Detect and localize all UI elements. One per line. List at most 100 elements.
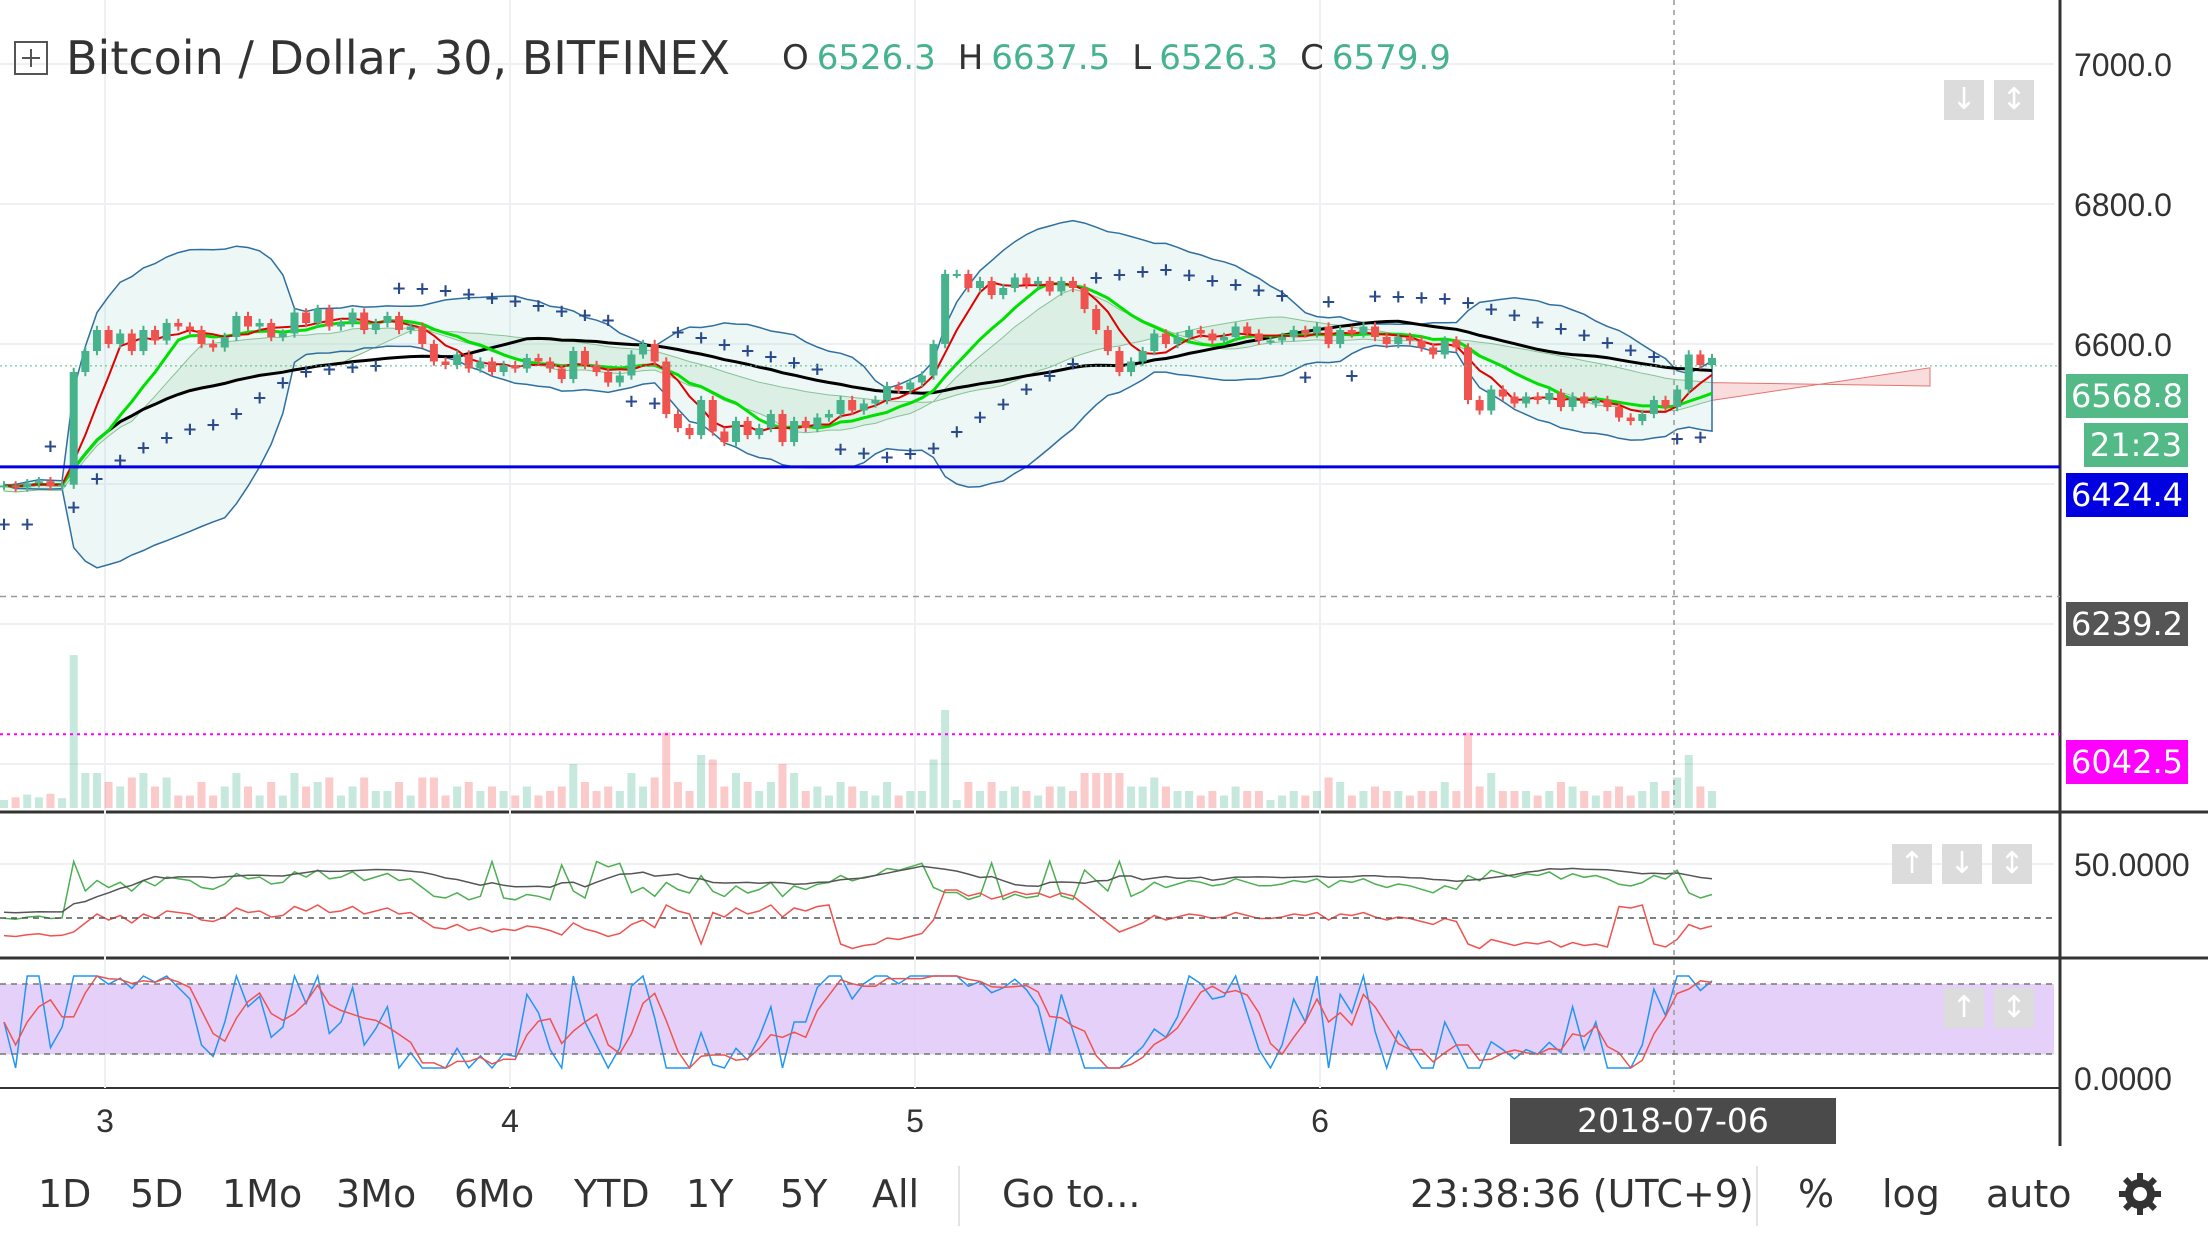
arrows-vertical-icon[interactable]: ↕ (1994, 988, 2034, 1028)
volume-bar (1347, 795, 1356, 808)
clock-display[interactable]: 23:38:36 (UTC+9) (1410, 1172, 1754, 1216)
volume-bar (34, 797, 43, 808)
volume-bar (302, 786, 311, 808)
plus-square-icon[interactable] (14, 41, 48, 75)
sar-point: + (89, 469, 104, 490)
volume-bar (1417, 791, 1426, 808)
candle-body (801, 421, 810, 428)
range-button-all[interactable]: All (872, 1172, 920, 1216)
volume-bar (1440, 782, 1449, 808)
overlay (0, 0, 2060, 1092)
volume-bar (58, 798, 67, 808)
candle-body (1045, 281, 1054, 292)
candle-body (650, 344, 659, 362)
volume-bar (1266, 800, 1275, 808)
candle-body (1673, 389, 1682, 407)
candle-body (569, 351, 578, 379)
sar-point: + (972, 407, 987, 428)
candle-body (1371, 326, 1380, 337)
sar-point: + (1484, 299, 1499, 320)
volume-bar (522, 786, 531, 808)
volume-bar (92, 773, 101, 808)
arrows-vertical-icon[interactable]: ↕ (1994, 80, 2034, 120)
price-tick-label: 7000.0 (2074, 47, 2172, 83)
candle-body (685, 428, 694, 435)
arrow-up-icon[interactable]: ↑ (1944, 988, 1984, 1028)
volume-bar (627, 773, 636, 808)
volume-bar (1359, 791, 1368, 808)
volume-bar (325, 777, 334, 808)
arrow-down-icon[interactable]: ↓ (1944, 80, 1984, 120)
candle-body (1661, 400, 1670, 407)
arrow-down-icon[interactable]: ↓ (1942, 844, 1982, 884)
volume-bar (1545, 791, 1554, 808)
candle-body (1127, 361, 1136, 372)
volume-bar (1405, 795, 1414, 808)
volume-bar (929, 759, 938, 808)
candle-body (1312, 326, 1321, 334)
volume-bar (499, 791, 508, 808)
sar-point: + (229, 403, 244, 424)
range-button-1mo[interactable]: 1Mo (222, 1172, 303, 1216)
volume-bar (650, 777, 659, 808)
range-button-1y[interactable]: 1Y (686, 1172, 734, 1216)
range-button-6mo[interactable]: 6Mo (454, 1172, 535, 1216)
sar-point: + (577, 305, 592, 326)
sar-point: + (787, 352, 802, 373)
sar-point: + (438, 280, 453, 301)
candle-body (69, 372, 78, 485)
sar-point: + (1577, 325, 1592, 346)
volume-bar (871, 795, 880, 808)
range-button-5y[interactable]: 5Y (780, 1172, 828, 1216)
magenta-line-tag: 6042.5 (2066, 740, 2188, 784)
candle-body (824, 414, 833, 418)
candle-body (511, 365, 520, 369)
candle-body (1173, 337, 1182, 344)
candle-body (162, 323, 171, 341)
candle-body (1626, 417, 1635, 421)
percent-toggle[interactable]: % (1798, 1172, 1835, 1216)
volume-bar (255, 795, 264, 808)
candle-body (766, 414, 775, 428)
volume-bar (1092, 773, 1101, 808)
candle-body (418, 326, 427, 344)
candle-body (848, 400, 857, 411)
candle-body (1278, 337, 1287, 341)
auto-toggle[interactable]: auto (1986, 1172, 2072, 1216)
volume-bar (1684, 755, 1693, 808)
sar-point: + (1693, 427, 1708, 448)
candle-body (453, 354, 462, 365)
candle-body (151, 330, 160, 341)
range-button-3mo[interactable]: 3Mo (336, 1172, 417, 1216)
candle-body (267, 323, 276, 337)
candle-body (639, 344, 648, 355)
volume-bar (1603, 791, 1612, 808)
range-button-1d[interactable]: 1D (38, 1172, 92, 1216)
range-button-5d[interactable]: 5D (130, 1172, 184, 1216)
volume-bar (1580, 791, 1589, 808)
volume-bar (1649, 782, 1658, 808)
volume-bar (1161, 786, 1170, 808)
volume-bar (836, 782, 845, 808)
chart-canvas[interactable]: + + + + + + + + + + + + + + + + + + + + + + + + + + + + + + + + + + + + + + + +… (0, 0, 2208, 1146)
sar-point: + (1414, 287, 1429, 308)
volume-bar (534, 795, 543, 808)
candle-body (557, 368, 566, 379)
oscillator-tick-label: 50.0000 (2074, 847, 2190, 883)
log-toggle[interactable]: log (1882, 1172, 1940, 1216)
arrow-up-icon[interactable]: ↑ (1892, 844, 1932, 884)
candle-body (116, 333, 125, 344)
candle-body (1487, 389, 1496, 411)
volume-bar (464, 782, 473, 808)
sar-point: + (1600, 332, 1615, 353)
candle-body (46, 481, 55, 487)
goto-button[interactable]: Go to... (1002, 1172, 1141, 1216)
volume-bar (1173, 791, 1182, 808)
indicators: + + + + + + + + + + + + + + + + + + + + + + + + + + + + + + + + + + + + + + + +… (0, 219, 2054, 1071)
symbol-legend: Bitcoin / Dollar, 30, BITFINEX O 6526.3 H… (14, 28, 1473, 88)
arrows-vertical-icon[interactable]: ↕ (1992, 844, 2032, 884)
sar-point: + (43, 436, 58, 457)
low-label: L (1132, 38, 1152, 78)
gear-icon[interactable] (2118, 1172, 2162, 1216)
range-button-ytd[interactable]: YTD (574, 1172, 650, 1216)
